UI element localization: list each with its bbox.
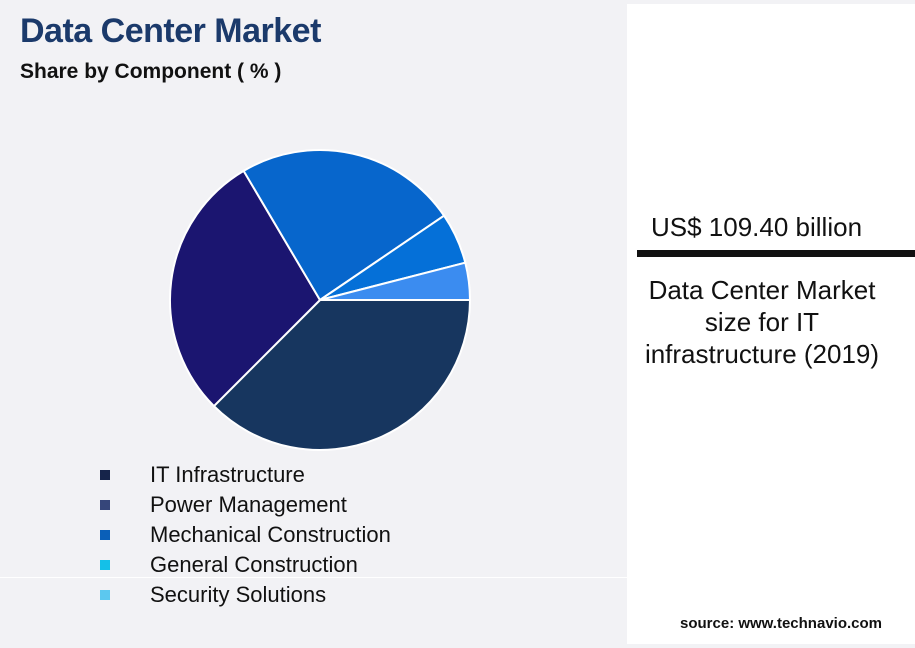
legend-item: Power Management [100,490,391,520]
legend-swatch [100,500,110,510]
market-size-value: US$ 109.40 billion [651,212,863,242]
highlight-panel [627,4,915,644]
pie-slice-it-infrastructure [212,299,472,451]
legend-label: IT Infrastructure [150,462,305,487]
chart-legend: IT Infrastructure Power Management Mecha… [100,460,391,610]
value-divider [637,250,915,257]
legend-swatch [100,590,110,600]
pie-slice-power-management [169,169,322,408]
legend-label: Power Management [150,492,347,517]
pie-slice-mechanical-construction [242,149,446,302]
legend-item: Security Solutions [100,580,391,610]
divider [0,577,627,578]
legend-label: Security Solutions [150,582,327,607]
legend-swatch [100,530,110,540]
legend-item: Mechanical Construction [100,520,391,550]
pie-slices [169,149,472,451]
source-credit: source: www.technavio.com [680,615,882,632]
legend-item: IT Infrastructure [100,460,391,490]
legend-swatch [100,560,110,570]
pie-slice-security-solutions [319,261,472,301]
chart-title: Data Center Market [20,12,321,50]
legend-swatch [100,470,110,480]
market-size-description: Data Center Market size for IT infrastru… [644,275,880,369]
chart-subtitle: Share by Component ( % ) [20,60,282,83]
legend-label: Mechanical Construction [150,522,391,547]
pie-chart [169,149,472,451]
legend-label: General Construction [150,552,358,577]
legend-item: General Construction [100,550,391,580]
